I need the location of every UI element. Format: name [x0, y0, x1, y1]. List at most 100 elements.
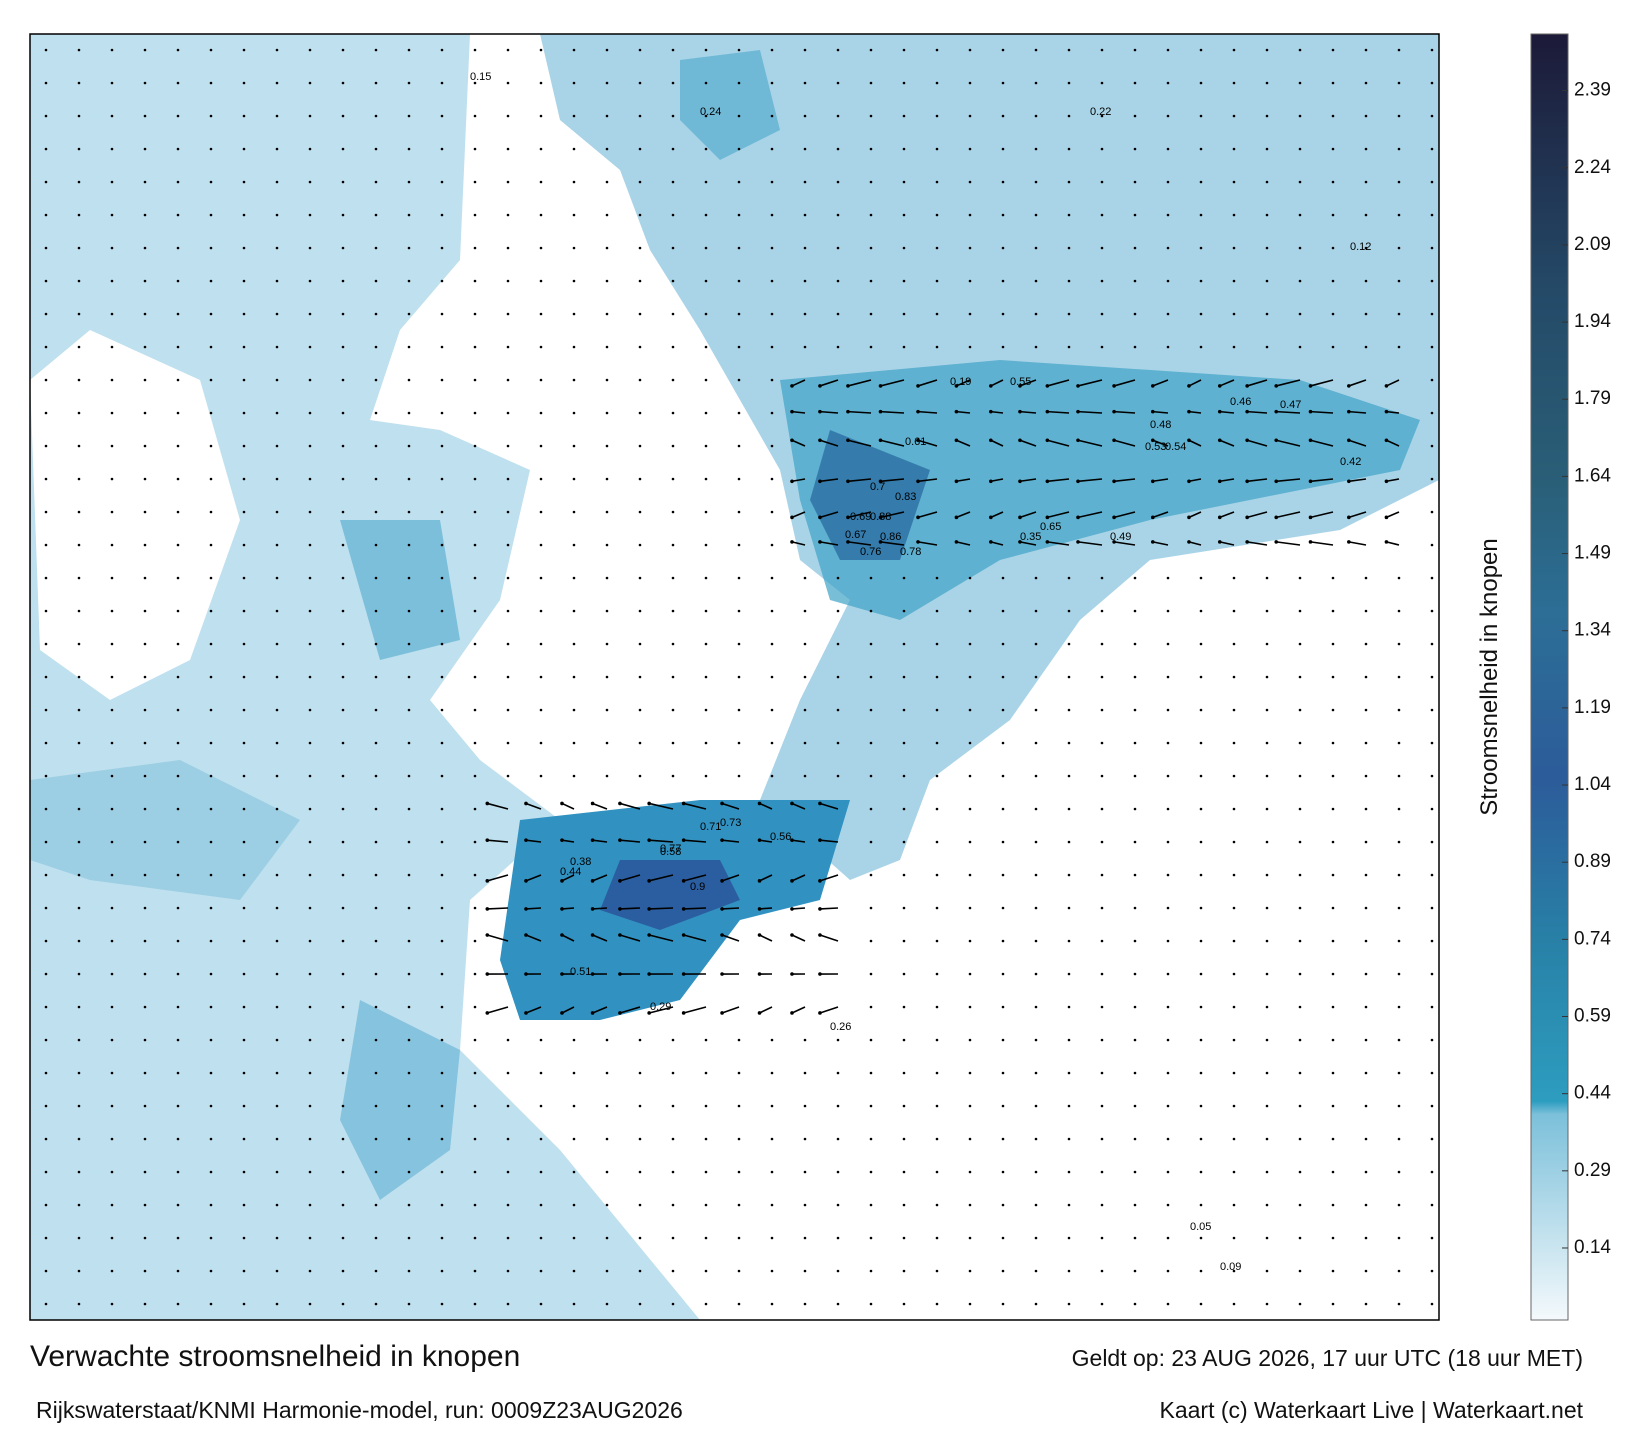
arrow-head [485, 838, 490, 842]
dot [836, 1236, 840, 1240]
dot [803, 609, 807, 613]
arrow-head [916, 515, 920, 520]
dot [1034, 1170, 1038, 1174]
dot [341, 81, 345, 85]
dot [770, 774, 774, 778]
dot [44, 81, 48, 85]
dot [44, 1038, 48, 1042]
dot [242, 477, 246, 481]
dot [1001, 609, 1005, 613]
dot [1067, 774, 1071, 778]
dot [1034, 1137, 1038, 1141]
dot [44, 1269, 48, 1273]
dot [506, 708, 510, 712]
dot [704, 708, 708, 712]
dot [572, 312, 576, 316]
dot [506, 1038, 510, 1042]
water [340, 1000, 460, 1200]
dot [473, 1137, 477, 1141]
dot [374, 1071, 378, 1075]
dot [1199, 1038, 1203, 1042]
dot [1100, 279, 1104, 283]
dot [1331, 774, 1335, 778]
dot [968, 576, 972, 580]
arrow [819, 541, 839, 546]
dot [869, 1170, 873, 1174]
dot [1034, 48, 1038, 52]
water-fast [780, 360, 1420, 620]
arrow [525, 907, 542, 910]
dot [440, 81, 444, 85]
dot [902, 840, 906, 844]
dot [44, 279, 48, 283]
arrow [525, 934, 542, 942]
dot [77, 345, 81, 349]
dot [803, 279, 807, 283]
dot [143, 873, 147, 877]
dot [902, 1104, 906, 1108]
dot [968, 1005, 972, 1009]
arrow-head [916, 438, 920, 443]
dot [143, 774, 147, 778]
arrow [683, 907, 707, 910]
arrow [1310, 478, 1334, 483]
dot [1298, 906, 1302, 910]
arrow-head [757, 933, 762, 937]
speed-label: 0.24 [700, 106, 721, 118]
dot [473, 972, 477, 976]
dot [671, 510, 675, 514]
arrow-head [846, 384, 850, 388]
dot [143, 906, 147, 910]
dot [1397, 609, 1401, 613]
dot [704, 1269, 708, 1273]
dot [176, 543, 180, 547]
dot [308, 477, 312, 481]
dot [77, 774, 81, 778]
dot [1166, 807, 1170, 811]
dot [407, 81, 411, 85]
dot [1331, 1038, 1335, 1042]
dot [407, 312, 411, 316]
arrow [956, 511, 971, 519]
dot [143, 312, 147, 316]
dot [605, 741, 609, 745]
arrow-head [790, 515, 794, 520]
dot [143, 180, 147, 184]
dot [770, 1302, 774, 1306]
dot [374, 1104, 378, 1108]
dot [407, 642, 411, 646]
dot [242, 543, 246, 547]
dot [1133, 873, 1137, 877]
arrow-head [1112, 515, 1116, 520]
dot [407, 147, 411, 151]
dot [770, 345, 774, 349]
arrow [1188, 478, 1202, 483]
dot [110, 345, 114, 349]
dot [671, 741, 675, 745]
dot [506, 180, 510, 184]
dot [902, 675, 906, 679]
dot [638, 180, 642, 184]
dot [341, 642, 345, 646]
dot [737, 1104, 741, 1108]
dot [968, 741, 972, 745]
dot [572, 180, 576, 184]
dot [242, 675, 246, 679]
dot [935, 1302, 939, 1306]
dot [1265, 114, 1269, 118]
arrow [956, 478, 971, 483]
dot [968, 642, 972, 646]
arrow [1077, 379, 1103, 387]
dot [209, 642, 213, 646]
arrow [1386, 541, 1400, 546]
dot [1067, 873, 1071, 877]
dot [605, 1269, 609, 1273]
dot [1397, 675, 1401, 679]
dot [869, 279, 873, 283]
arrow-head [1308, 409, 1313, 414]
dot [1232, 246, 1236, 250]
dot [770, 378, 774, 382]
dot [407, 1104, 411, 1108]
arrow-head [590, 1011, 595, 1015]
dot [1199, 807, 1203, 811]
